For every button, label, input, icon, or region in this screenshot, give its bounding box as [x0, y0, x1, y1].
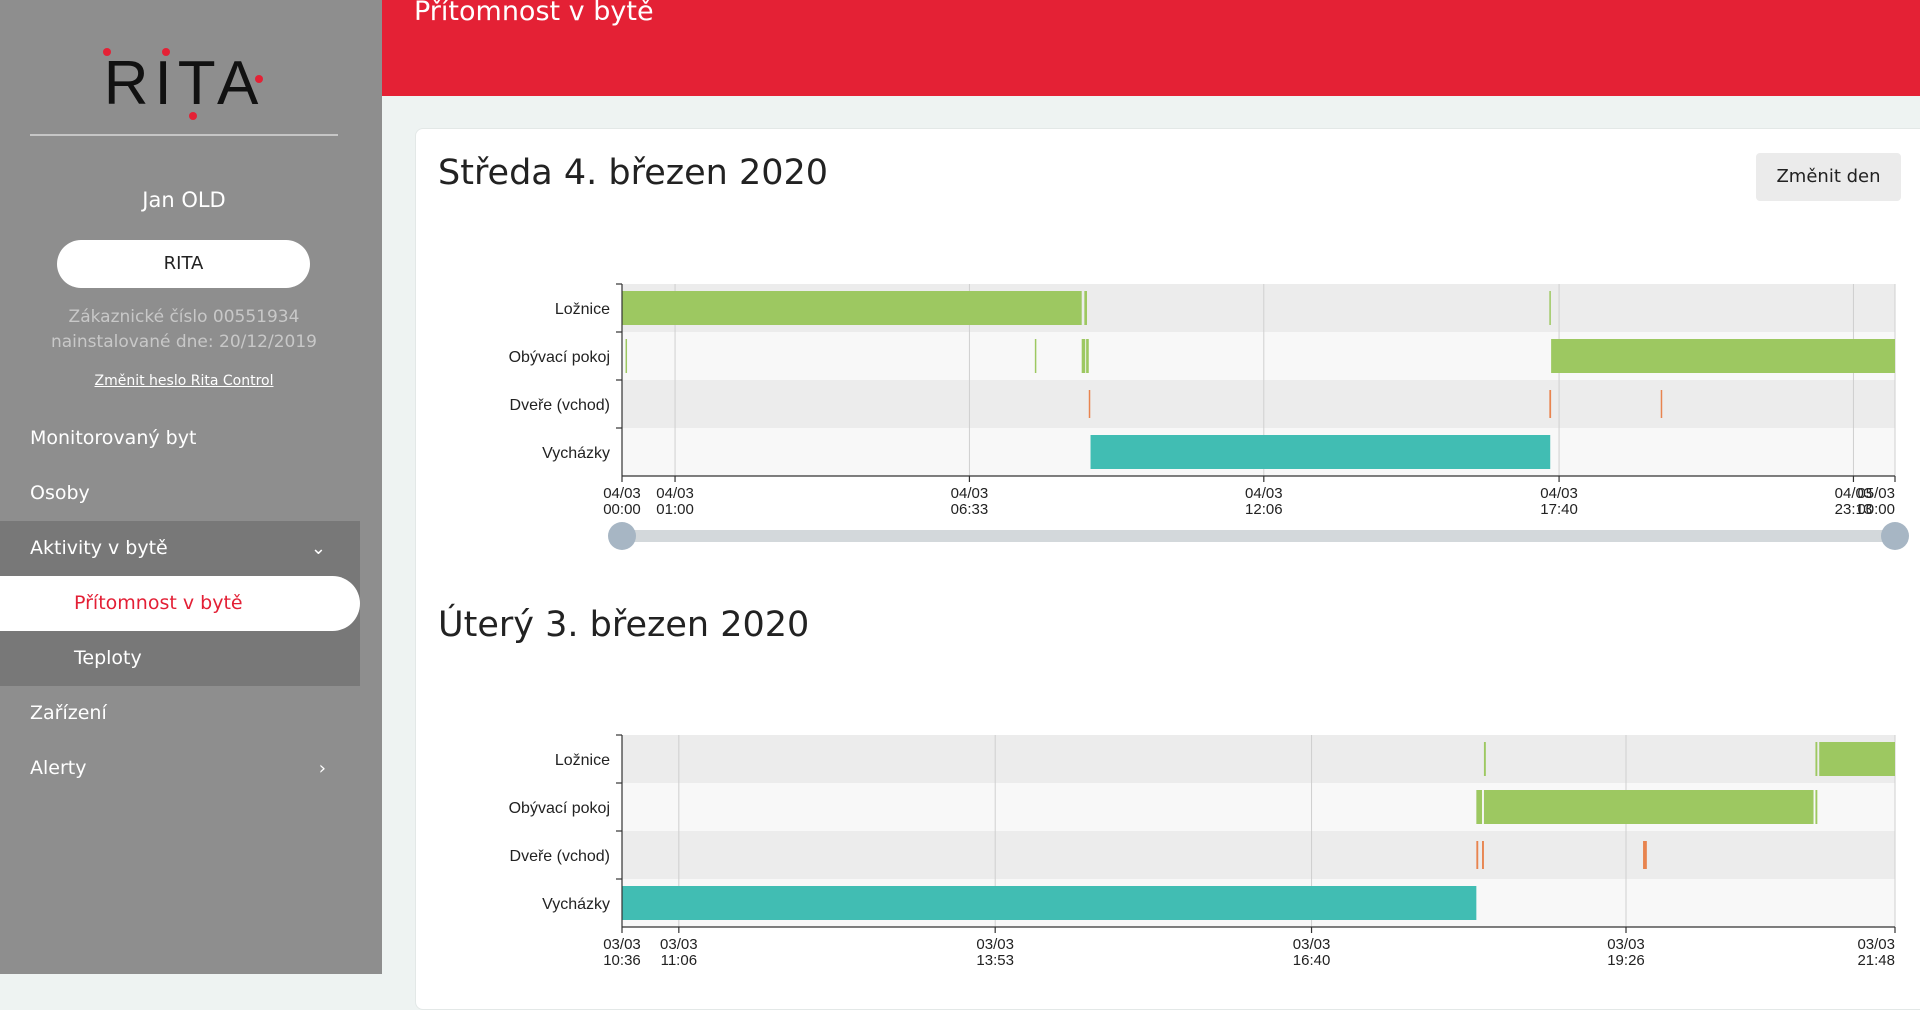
x-tick-time: 12:06 [1245, 501, 1283, 518]
nav-temperatures[interactable]: Teploty [0, 631, 360, 686]
nav-label: Alerty [30, 757, 87, 779]
page-title: Přítomnost v bytě [414, 0, 654, 27]
room-event-bar[interactable] [1549, 291, 1551, 325]
outing-event-bar[interactable] [1090, 435, 1551, 469]
x-tick-date: 03/03 [1857, 936, 1895, 953]
row-label: Ložnice [555, 301, 610, 318]
x-tick-time: 23:13 [1835, 501, 1873, 518]
row-background [622, 380, 1895, 428]
x-tick-time: 06:33 [951, 501, 989, 518]
door-event-bar[interactable] [1549, 390, 1552, 418]
user-name: Jan OLD [142, 188, 226, 212]
x-tick-time: 00:00 [603, 501, 641, 518]
range-slider-end-handle[interactable] [1881, 522, 1909, 550]
room-event-bar[interactable] [1551, 339, 1895, 373]
nav-persons[interactable]: Osoby [0, 466, 360, 521]
range-slider-track[interactable] [622, 530, 1895, 542]
page-header: Přítomnost v bytě [382, 0, 1920, 96]
nav-presence[interactable]: Přítomnost v bytě [0, 576, 360, 631]
day-title-1: Středa 4. březen 2020 [438, 153, 829, 193]
nav-label: Zařízení [30, 702, 107, 724]
x-tick-date: 04/03 [1540, 485, 1578, 502]
room-event-bar[interactable] [1815, 790, 1818, 824]
room-event-bar[interactable] [1819, 742, 1895, 776]
x-tick-time: 00:00 [1857, 501, 1895, 518]
timeline-chart-day-2: Ložnice Obývací pokoj Dveře (vchod) Vycházk… [509, 734, 1896, 969]
nav-alerts[interactable]: Alerty › [0, 741, 360, 796]
x-tick-date: 03/03 [660, 936, 698, 953]
room-event-bar[interactable] [1034, 339, 1037, 373]
range-slider-start-handle[interactable] [608, 522, 636, 550]
row-label: Ložnice [555, 752, 610, 769]
logo-divider [30, 134, 338, 136]
x-tick-time: 16:40 [1293, 952, 1331, 969]
room-event-bar[interactable] [1476, 790, 1483, 824]
nav-label: Teploty [74, 647, 142, 669]
device-button[interactable]: RITA [57, 240, 310, 288]
x-tick-time: 19:26 [1607, 952, 1645, 969]
room-event-bar[interactable] [1483, 790, 1814, 824]
row-label: Obývací pokoj [509, 349, 610, 366]
nav-label: Monitorovaný byt [30, 427, 197, 449]
nav-activities[interactable]: Aktivity v bytě ⌄ [0, 521, 360, 576]
x-tick-date: 03/03 [1293, 936, 1331, 953]
x-tick-date: 03/03 [603, 936, 641, 953]
logo-text: RITA [104, 49, 265, 118]
room-event-bar[interactable] [1084, 291, 1087, 325]
nav-devices[interactable]: Zařízení [0, 686, 360, 741]
sidebar: RITA Jan OLD RITA Zákaznické číslo 00551… [0, 0, 382, 974]
x-tick-date: 04/03 [656, 485, 694, 502]
room-event-bar[interactable] [1815, 742, 1818, 776]
x-tick-time: 01:00 [656, 501, 694, 518]
row-label: Dveře (vchod) [510, 848, 610, 865]
nav-label: Osoby [30, 482, 90, 504]
day-title-2: Úterý 3. březen 2020 [438, 605, 810, 645]
chevron-right-icon: › [318, 758, 326, 779]
door-event-bar[interactable] [1088, 390, 1091, 418]
nav-label: Aktivity v bytě [30, 537, 168, 559]
install-date: nainstalované dne: 20/12/2019 [50, 332, 317, 352]
timeline-chart-day-1: Ložnice Obývací pokoj Dveře (vchod) Vycházk… [509, 283, 1909, 550]
room-event-bar[interactable] [1086, 339, 1089, 373]
door-event-bar[interactable] [1476, 841, 1479, 869]
door-event-bar[interactable] [1643, 841, 1647, 869]
room-event-bar[interactable] [1081, 339, 1086, 373]
row-background [622, 735, 1895, 783]
chevron-down-icon: ⌄ [310, 538, 326, 559]
door-event-bar[interactable] [1660, 390, 1663, 418]
door-event-bar[interactable] [1482, 841, 1484, 869]
row-label: Dveře (vchod) [510, 397, 610, 414]
row-label: Vycházky [542, 445, 610, 462]
rita-logo: RITA [103, 48, 265, 120]
x-tick-date: 04/03 [951, 485, 989, 502]
x-tick-time: 21:48 [1857, 952, 1895, 969]
x-tick-time: 10:36 [603, 952, 641, 969]
outing-event-bar[interactable] [622, 886, 1477, 920]
x-tick-time: 11:06 [661, 952, 697, 969]
nav-monitored-apartment[interactable]: Monitorovaný byt [0, 411, 360, 466]
row-label: Obývací pokoj [509, 800, 610, 817]
nav-label: Přítomnost v bytě [74, 592, 243, 614]
customer-number: Zákaznické číslo 00551934 [68, 307, 300, 327]
x-tick-date: 04/03 [603, 485, 641, 502]
change-password-link[interactable]: Změnit heslo Rita Control [94, 373, 274, 389]
x-tick-date: 04/03 [1245, 485, 1283, 502]
x-tick-time: 17:40 [1540, 501, 1578, 518]
row-background [622, 831, 1895, 879]
x-tick-date: 05/03 [1857, 485, 1895, 502]
room-event-bar[interactable] [1483, 742, 1486, 776]
change-day-button[interactable]: Změnit den [1756, 153, 1901, 201]
room-event-bar[interactable] [625, 339, 628, 373]
x-tick-date: 04/03 [1835, 485, 1873, 502]
row-label: Vycházky [542, 896, 610, 913]
x-tick-time: 13:53 [976, 952, 1014, 969]
x-tick-date: 03/03 [1607, 936, 1645, 953]
room-event-bar[interactable] [622, 291, 1082, 325]
x-tick-date: 03/03 [976, 936, 1014, 953]
